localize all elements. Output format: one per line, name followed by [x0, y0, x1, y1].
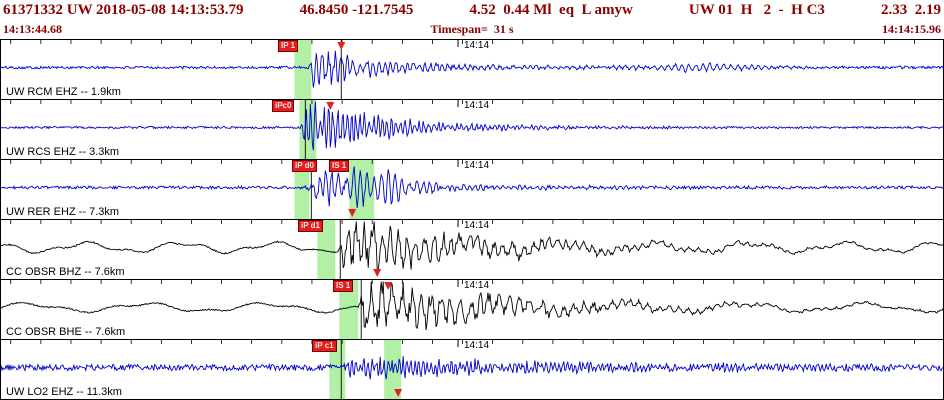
trace-panel-obsr-bhe[interactable]: 14:14 CC OBSR BHE -- 7.6km IS 1 [1, 279, 943, 339]
waveform-plot[interactable] [1, 340, 943, 399]
window-start-time: 14:13:44.68 [3, 22, 62, 36]
waveform-plot[interactable] [1, 160, 943, 219]
phase-pick-label[interactable]: iP d0 [292, 160, 317, 172]
waveform-trace[interactable] [1, 50, 943, 88]
pick-window-band[interactable] [294, 160, 310, 219]
arrival-marker-icon[interactable] [384, 282, 393, 290]
trace-panel-lo2[interactable]: 14:14 UW LO2 EHZ -- 11.3km iP c1 [1, 339, 943, 399]
minute-label: 14:14 [464, 220, 490, 231]
pick-window-band[interactable] [294, 40, 312, 99]
arrival-marker-icon[interactable] [348, 209, 357, 217]
time-window-line: 14:13:44.68 Timespan= 31 s 14:14:15.96 [3, 21, 941, 37]
phase-pick-label[interactable]: IP 1 [278, 40, 299, 52]
arrival-marker-icon[interactable] [326, 102, 335, 110]
waveform-trace[interactable] [1, 101, 943, 151]
trace-panel-obsr-bhz[interactable]: 14:14 CC OBSR BHZ -- 7.6km iP d1 [1, 219, 943, 279]
minute-label: 14:14 [464, 280, 490, 291]
trace-label: UW RCS EHZ -- 3.3km [6, 146, 120, 158]
phase-pick-label[interactable]: IS 1 [329, 160, 350, 172]
trace-label: UW RER EHZ -- 7.3km [6, 206, 120, 218]
time-ticks [10, 220, 915, 224]
trace-label: CC OBSR BHZ -- 7.6km [6, 266, 125, 278]
pick-window-band[interactable] [317, 220, 336, 279]
event-network-flags: UW 01 H 2 - H C3 [688, 2, 825, 18]
phase-pick-label[interactable]: iP c1 [312, 340, 337, 352]
waveform-plot[interactable] [1, 220, 943, 279]
time-ticks [10, 160, 915, 164]
trace-panels: 14:14 UW RCM EHZ -- 1.9km IP 1 14:14 UW … [0, 39, 944, 400]
minute-label: 14:14 [464, 340, 490, 351]
waveform-trace[interactable] [1, 221, 943, 271]
arrival-marker-icon[interactable] [337, 42, 346, 50]
trace-panel-rcm[interactable]: 14:14 UW RCM EHZ -- 1.9km IP 1 [1, 39, 943, 99]
trace-label: UW LO2 EHZ -- 11.3km [6, 386, 122, 398]
waveform-trace[interactable] [1, 281, 943, 331]
arrival-marker-icon[interactable] [373, 269, 382, 277]
phase-pick-label[interactable]: iP d1 [298, 220, 323, 232]
minute-label: 14:14 [464, 40, 490, 51]
waveform-trace[interactable] [1, 166, 943, 209]
trace-label: UW RCM EHZ -- 1.9km [6, 86, 121, 98]
minute-label: 14:14 [464, 100, 490, 111]
event-header: 61371332 UW 2018-05-08 14:13:53.79 46.84… [0, 0, 944, 39]
trace-label: CC OBSR BHE -- 7.6km [6, 326, 126, 338]
minute-label: 14:14 [464, 160, 490, 171]
window-end-time: 14:14:15.96 [882, 22, 941, 36]
phase-pick-label[interactable]: iPc0 [272, 100, 295, 112]
waveform-plot[interactable] [1, 40, 943, 99]
trace-panel-rcs[interactable]: 14:14 UW RCS EHZ -- 3.3km iPc0 [1, 99, 943, 159]
phase-pick-label[interactable]: IS 1 [333, 280, 354, 292]
time-ticks [10, 340, 915, 344]
waveform-plot[interactable] [1, 280, 943, 339]
event-quality-values: 2.33 2.19 [881, 2, 941, 18]
event-id-time: 61371332 UW 2018-05-08 14:13:53.79 [3, 2, 244, 18]
arrival-marker-icon[interactable] [394, 389, 403, 397]
waveform-trace[interactable] [1, 356, 943, 380]
waveform-plot[interactable] [1, 100, 943, 159]
event-summary-line: 61371332 UW 2018-05-08 14:13:53.79 46.84… [3, 1, 941, 20]
timespan-label: Timespan= 31 s [430, 22, 514, 36]
event-depth-mag: 4.52 0.44 Ml eq L amyw [469, 2, 633, 18]
time-ticks [10, 40, 915, 44]
event-lat-lon: 46.8450 -121.7545 [299, 2, 414, 18]
trace-panel-rer[interactable]: 14:14 UW RER EHZ -- 7.3km iP d0 IS 1 [1, 159, 943, 219]
pick-window-band[interactable] [339, 280, 359, 339]
time-ticks [10, 100, 915, 104]
time-ticks [10, 280, 915, 284]
